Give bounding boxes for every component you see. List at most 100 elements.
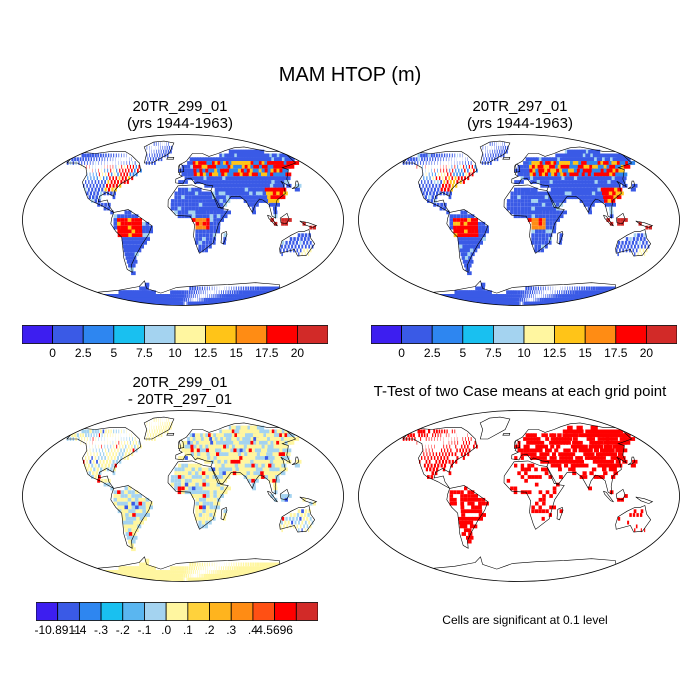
colorbar-difference: [36, 602, 318, 621]
map-field-cells: [402, 142, 652, 306]
coastline-australia: [615, 229, 652, 257]
coastline-borneo: [279, 488, 290, 501]
colorbar-difference-tick-label: .0: [161, 623, 172, 637]
coastline-japan: [627, 180, 636, 189]
map-field-cells: [66, 142, 316, 306]
colorbar-difference-tick-label: -.3: [94, 623, 109, 637]
coastline-africa: [503, 460, 565, 530]
coastline-british-isles: [178, 439, 185, 449]
colorbar-case2-swatch: [462, 325, 494, 344]
coastline-madagascar: [556, 230, 564, 245]
coastline-north-america: [66, 151, 142, 213]
colorbar-difference-swatch: [100, 602, 124, 621]
colorbar-case1-tick-label: 7.5: [136, 346, 153, 360]
colorbar-case2-swatch: [645, 325, 677, 344]
colorbar-case2-tick-label: 12.5: [542, 346, 567, 360]
colorbar-difference-tick-label: -.1: [137, 623, 152, 637]
colorbar-difference-swatch: [295, 602, 318, 621]
colorbar-case1-tick-label: 5: [110, 346, 118, 360]
map-field-cells: [66, 418, 316, 582]
panel-title-case2-line2: (yrs 1944-1963): [467, 115, 573, 132]
colorbar-case2-swatch: [584, 325, 617, 344]
coastline-new-guinea: [299, 496, 318, 504]
coastline-borneo: [615, 212, 626, 225]
coastline-japan: [291, 456, 300, 465]
coastline-borneo: [615, 488, 626, 501]
colorbar-difference-labels: -10.8911 -.4 -.3 -.2 -.1 .0 .1 .2 .3 .4 4.5696: [34, 623, 318, 639]
significance-note: Cells are significant at 0.1 level: [442, 613, 608, 627]
coastline-north-america: [402, 151, 478, 213]
colorbar-difference-tick-label: .4: [247, 623, 258, 637]
colorbar-case2-labels: 0 2.5 5 7.5 10 12.5 15 17.5 20: [371, 346, 677, 362]
coastline-eurasia: [511, 422, 635, 495]
colorbar-case2-swatch: [493, 325, 525, 344]
colorbar-difference-swatch: [230, 602, 254, 621]
colorbar-difference-tick-label: 4.5696: [256, 623, 293, 637]
colorbar-case2-swatch: [615, 325, 647, 344]
colorbar-case2-tick-label: 20: [639, 346, 654, 360]
coastline-sumatra: [603, 490, 615, 503]
coastline-north-america: [66, 427, 142, 489]
coastline-africa: [167, 184, 229, 254]
coastline-new-guinea: [635, 220, 654, 228]
map-panel-case1: [22, 134, 344, 306]
coastline-south-america: [446, 209, 489, 273]
colorbar-difference-tick-label: .2: [204, 623, 215, 637]
colorbar-difference-swatch: [209, 602, 232, 621]
colorbar-case1-swatch: [144, 325, 176, 344]
colorbar-difference-tick-label: -.4: [72, 623, 87, 637]
coastline-japan: [627, 456, 636, 465]
coastline-south-america: [110, 485, 153, 549]
map-field-cells: [402, 425, 646, 544]
colorbar-case1-tick-label: 0: [49, 346, 56, 360]
coastline-greenland: [479, 416, 511, 440]
colorbar-case2-tick-label: 7.5: [485, 346, 502, 360]
colorbar-case1-tick-label: 20: [290, 346, 305, 360]
colorbar-case2: [371, 325, 677, 344]
panel-title-ttest-line1: T-Test of two Case means at each grid po…: [373, 383, 667, 400]
colorbar-case1-swatch: [82, 325, 115, 344]
coastline-british-isles: [178, 163, 185, 173]
colorbar-case1-swatch: [296, 325, 328, 344]
coastline-madagascar: [556, 506, 564, 521]
panel-title-difference: 20TR_299_01 - 20TR_297_01: [60, 374, 300, 408]
coastline-africa: [503, 184, 565, 254]
coastline-south-america: [110, 209, 153, 273]
colorbar-difference-swatch: [165, 602, 189, 621]
coastline-iceland: [502, 157, 511, 160]
colorbar-case1-swatch: [22, 325, 54, 344]
map-boundary: [358, 410, 680, 582]
panel-title-case1-line2: (yrs 1944-1963): [127, 115, 233, 132]
colorbar-case2-tick-label: 2.5: [423, 346, 441, 360]
colorbar-difference-swatch: [36, 602, 59, 621]
colorbar-difference-swatch: [144, 602, 167, 621]
coastline-eurasia: [511, 146, 635, 219]
coastline-africa: [167, 460, 229, 530]
coastline-australia: [615, 505, 652, 533]
colorbar-difference-swatch: [274, 602, 297, 621]
colorbar-case1-tick-label: 15: [229, 346, 243, 360]
colorbar-case1-swatch: [52, 325, 84, 344]
coastline-new-guinea: [299, 220, 318, 228]
colorbar-case2-swatch: [431, 325, 464, 344]
coastline-new-guinea: [635, 496, 654, 504]
panel-title-ttest: T-Test of two Case means at each grid po…: [345, 383, 695, 400]
coastline-greenland: [479, 140, 511, 164]
colorbar-case2-tick-label: 10: [517, 346, 531, 360]
coastline-japan: [291, 180, 300, 189]
map-boundary: [22, 410, 344, 582]
coastline-south-america: [446, 485, 489, 549]
colorbar-case2-tick-label: 5: [459, 346, 467, 360]
map-boundary: [358, 134, 680, 306]
colorbar-difference-swatch: [57, 602, 80, 621]
colorbar-case1-swatch: [235, 325, 268, 344]
map-panel-difference: [22, 410, 344, 582]
coastline-eurasia: [175, 422, 299, 495]
colorbar-difference-swatch: [122, 602, 145, 621]
panel-title-difference-line1: 20TR_299_01: [132, 374, 228, 391]
colorbar-case1-swatch: [113, 325, 145, 344]
coastline-greenland: [143, 140, 175, 164]
colorbar-difference-tick-label: -.2: [115, 623, 130, 637]
colorbar-difference-swatch: [187, 602, 210, 621]
panel-title-case2-line1: 20TR_297_01: [472, 98, 568, 115]
